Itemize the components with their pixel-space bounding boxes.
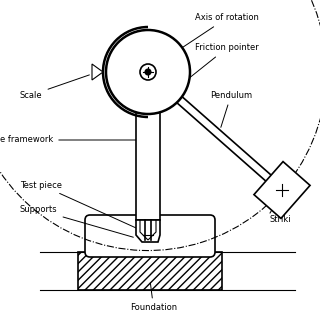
Polygon shape	[92, 64, 103, 80]
Text: Pendulum: Pendulum	[210, 91, 252, 127]
Text: Supports: Supports	[20, 205, 133, 237]
Text: Friction pointer: Friction pointer	[180, 44, 259, 85]
Text: Axis of rotation: Axis of rotation	[155, 13, 259, 66]
Polygon shape	[136, 220, 160, 242]
Circle shape	[140, 64, 156, 80]
Circle shape	[145, 69, 151, 75]
Text: Test piece: Test piece	[20, 180, 142, 231]
Polygon shape	[254, 162, 310, 219]
Text: e framework: e framework	[0, 135, 157, 145]
Circle shape	[106, 30, 190, 114]
Text: Striki: Striki	[270, 215, 292, 224]
Bar	[136, 72, 160, 220]
Text: Scale: Scale	[20, 75, 89, 100]
Text: Foundation: Foundation	[130, 283, 177, 313]
Bar	[78, 252, 222, 290]
FancyBboxPatch shape	[85, 215, 215, 257]
